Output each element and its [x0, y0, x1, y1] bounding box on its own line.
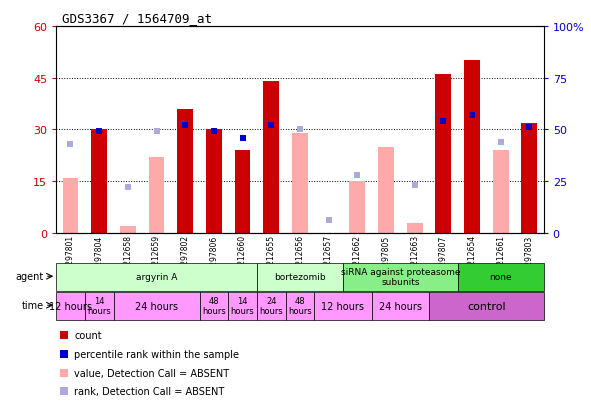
Bar: [343, 263, 457, 291]
Text: 14
hours: 14 hours: [87, 297, 111, 316]
Bar: [457, 263, 544, 291]
Text: control: control: [467, 301, 506, 311]
Bar: [264, 82, 279, 233]
Text: GDS3367 / 1564709_at: GDS3367 / 1564709_at: [62, 12, 212, 25]
Text: percentile rank within the sample: percentile rank within the sample: [74, 349, 239, 359]
Bar: [292, 133, 308, 233]
Text: 12 hours: 12 hours: [322, 301, 365, 311]
Bar: [372, 292, 429, 320]
Text: siRNA against proteasome
subunits: siRNA against proteasome subunits: [340, 268, 460, 287]
Bar: [85, 292, 113, 320]
Bar: [200, 292, 228, 320]
Text: bortezomib: bortezomib: [274, 273, 326, 282]
Text: 48
hours: 48 hours: [202, 297, 226, 316]
Bar: [285, 292, 314, 320]
Bar: [206, 130, 222, 233]
Bar: [177, 109, 193, 233]
Bar: [436, 75, 451, 233]
Bar: [228, 292, 257, 320]
Bar: [493, 151, 509, 233]
Bar: [349, 182, 365, 233]
Bar: [257, 263, 343, 291]
Text: 24
hours: 24 hours: [259, 297, 283, 316]
Bar: [407, 223, 423, 233]
Bar: [257, 292, 285, 320]
Bar: [149, 158, 164, 233]
Bar: [235, 151, 251, 233]
Bar: [63, 178, 79, 233]
Bar: [120, 226, 136, 233]
Text: argyrin A: argyrin A: [136, 273, 177, 282]
Bar: [113, 292, 200, 320]
Text: rank, Detection Call = ABSENT: rank, Detection Call = ABSENT: [74, 386, 225, 396]
Text: 24 hours: 24 hours: [379, 301, 422, 311]
Text: 48
hours: 48 hours: [288, 297, 312, 316]
Bar: [56, 292, 85, 320]
Bar: [521, 123, 537, 233]
Bar: [314, 292, 372, 320]
Text: value, Detection Call = ABSENT: value, Detection Call = ABSENT: [74, 368, 229, 378]
Text: none: none: [489, 273, 512, 282]
Bar: [56, 263, 257, 291]
Text: count: count: [74, 330, 102, 341]
Text: 24 hours: 24 hours: [135, 301, 178, 311]
Text: 12 hours: 12 hours: [49, 301, 92, 311]
Bar: [464, 61, 480, 233]
Text: agent: agent: [15, 272, 44, 282]
Bar: [378, 147, 394, 233]
Bar: [429, 292, 544, 320]
Bar: [91, 130, 107, 233]
Text: time: time: [22, 301, 44, 311]
Text: 14
hours: 14 hours: [230, 297, 255, 316]
